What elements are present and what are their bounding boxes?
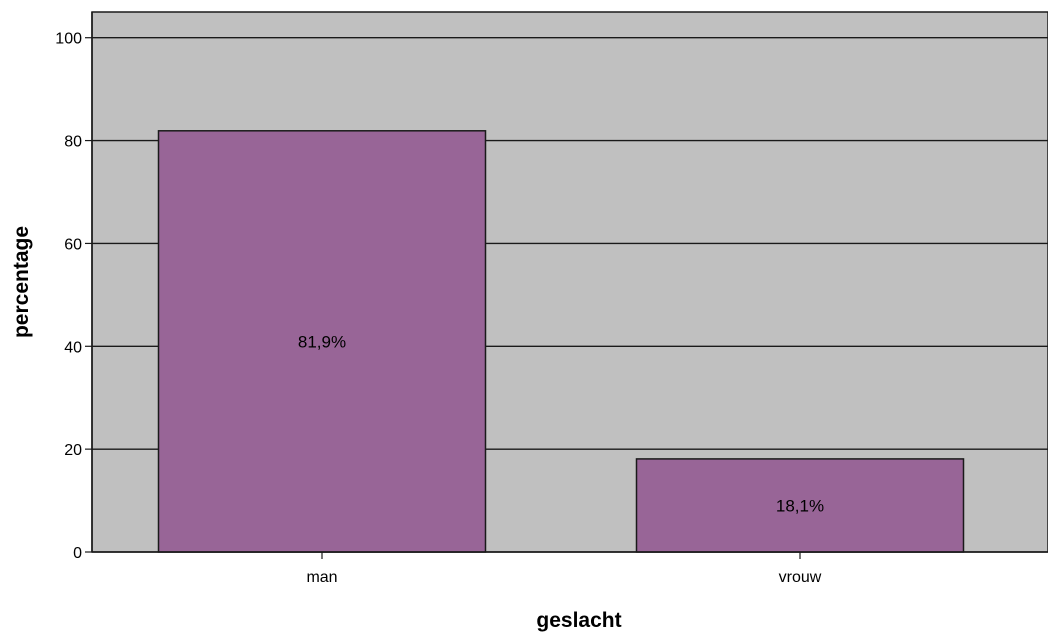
data-label-vrouw: 18,1% (776, 496, 824, 515)
x-tick-label-vrouw: vrouw (779, 569, 822, 586)
y-tick-label: 20 (64, 442, 82, 459)
y-tick-label: 100 (55, 31, 82, 48)
bars (157, 130, 965, 553)
axes: 0 20 40 60 80 100 man vrouw (55, 12, 1048, 586)
y-tick-label: 0 (73, 545, 82, 562)
y-tick-label: 40 (64, 339, 82, 356)
data-labels: 81,9% 18,1% (298, 332, 824, 515)
y-tick-label: 80 (64, 134, 82, 151)
y-tick-label: 60 (64, 236, 82, 253)
data-label-man: 81,9% (298, 332, 346, 351)
x-axis-title: geslacht (536, 609, 621, 632)
y-axis-title: percentage (10, 226, 33, 338)
x-tick-label-man: man (306, 569, 337, 586)
bar-man (157, 130, 487, 553)
